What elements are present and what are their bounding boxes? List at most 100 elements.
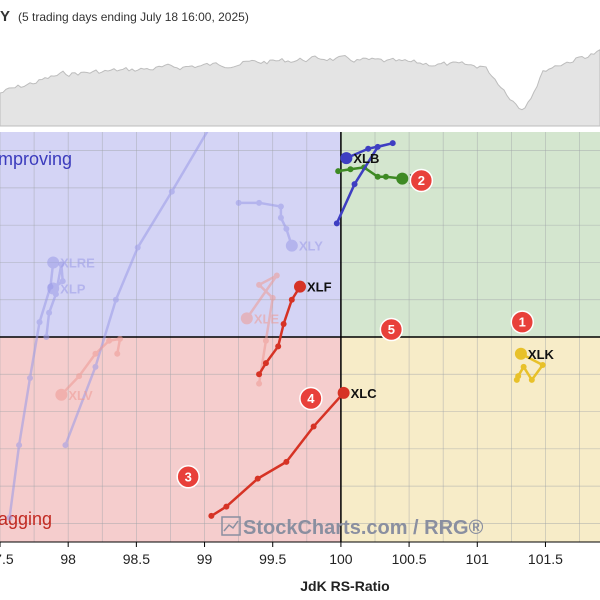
series-tail-point bbox=[168, 188, 175, 195]
series-head-point bbox=[47, 282, 60, 295]
x-tick-label: 101 bbox=[466, 551, 490, 567]
series-tail-point bbox=[114, 350, 121, 357]
quadrant-leading bbox=[340, 132, 600, 337]
series-tail-xlb bbox=[335, 141, 394, 224]
x-tick-label: 98 bbox=[60, 551, 76, 567]
annotation-badge: 5 bbox=[379, 317, 404, 342]
series-tail-point bbox=[76, 373, 83, 380]
series-label: XLC bbox=[351, 386, 378, 401]
x-tick-label: 100.5 bbox=[392, 551, 427, 567]
series-xlf[interactable]: XLF bbox=[256, 280, 332, 378]
series-tail-point bbox=[256, 281, 263, 288]
series-xlu[interactable]: XLU bbox=[62, 132, 244, 449]
series-tail-point bbox=[92, 363, 99, 370]
watermark-logo-icon bbox=[221, 516, 241, 536]
series-xlb[interactable]: XLB bbox=[333, 140, 396, 227]
series-tail-point bbox=[256, 199, 263, 206]
chart-subtitle: (5 trading days ending July 18 16:00, 20… bbox=[18, 10, 249, 24]
series-tail-point bbox=[16, 442, 23, 449]
watermark-text: StockCharts.com / RRG® bbox=[243, 517, 484, 539]
quadrant-backgrounds bbox=[0, 132, 600, 542]
series-head-point bbox=[55, 388, 68, 401]
series-label: XLRE bbox=[60, 255, 95, 270]
series-tail-point bbox=[310, 423, 317, 430]
series-xly[interactable]: XLY bbox=[235, 199, 324, 254]
series-layer: XLUXLREXLPXLYXLEXLVXLKXLIXLBXLFXLC bbox=[6, 132, 555, 521]
series-tail-point bbox=[112, 296, 119, 303]
series-head-point bbox=[337, 386, 350, 399]
x-tick-label: 98.5 bbox=[123, 551, 150, 567]
series-xle[interactable]: XLE bbox=[240, 272, 280, 387]
benchmark-price-area bbox=[0, 49, 600, 127]
series-tail-point bbox=[269, 294, 276, 301]
x-tick-label: 101.5 bbox=[528, 551, 563, 567]
series-tail-xle bbox=[245, 274, 279, 384]
annotation-number: 3 bbox=[185, 469, 192, 484]
series-tail-point bbox=[59, 278, 66, 285]
series-head-point bbox=[340, 152, 353, 165]
series-tail-point bbox=[374, 173, 381, 180]
series-tail-point bbox=[262, 337, 269, 344]
series-tail-point bbox=[254, 475, 261, 482]
series-tail-point bbox=[134, 244, 141, 251]
x-tick-label: 99 bbox=[197, 551, 213, 567]
series-tail-point bbox=[288, 296, 295, 303]
chart-title-fragment: Y bbox=[0, 8, 11, 25]
rrg-chart: mproving agging 97.5 98 98.5 99 99.5 100 100.5… bbox=[0, 132, 600, 594]
annotation-number: 2 bbox=[418, 173, 425, 188]
series-tail-point bbox=[389, 140, 396, 147]
series-tail-point bbox=[262, 360, 269, 367]
series-tail-point bbox=[27, 375, 33, 381]
series-head-point bbox=[285, 239, 298, 252]
series-label: XLF bbox=[307, 280, 332, 295]
annotation-badge: 4 bbox=[299, 386, 323, 411]
series-label: XLY bbox=[299, 239, 323, 254]
series-xlc[interactable]: XLC bbox=[208, 386, 377, 519]
series-tail-point bbox=[335, 168, 342, 175]
series-tail-point bbox=[256, 371, 263, 378]
x-tick-label: 100 bbox=[329, 551, 353, 567]
benchmark-price-minichart bbox=[0, 34, 600, 132]
series-head-point bbox=[294, 280, 306, 293]
series-tail-point bbox=[235, 199, 242, 206]
series-xlv[interactable]: XLV bbox=[55, 335, 123, 403]
series-tail-point bbox=[6, 514, 13, 521]
series-tail-point bbox=[208, 512, 215, 519]
series-tail-point bbox=[351, 181, 358, 188]
series-xlre[interactable]: XLRE bbox=[6, 255, 96, 521]
series-tail-point bbox=[62, 442, 69, 449]
annotation-number: 4 bbox=[307, 391, 315, 406]
stockcharts-watermark: StockCharts.com / RRG® bbox=[221, 516, 484, 539]
quadrant-weakening bbox=[340, 337, 600, 542]
series-tail-point bbox=[43, 334, 50, 340]
series-label: XLU bbox=[218, 132, 244, 133]
series-tail-point bbox=[275, 343, 282, 350]
series-tail-point bbox=[283, 225, 290, 232]
series-tail-point bbox=[283, 458, 290, 465]
series-label: XLP bbox=[60, 282, 86, 297]
series-label: XLK bbox=[528, 347, 555, 362]
series-head-point bbox=[514, 347, 527, 360]
series-xlk[interactable]: XLK bbox=[513, 347, 555, 383]
series-tail-point bbox=[333, 220, 340, 227]
series-tail-point bbox=[515, 373, 522, 380]
annotation-number: 1 bbox=[519, 315, 526, 330]
chart-header: Y (5 trading days ending July 18 16:00, … bbox=[0, 0, 600, 34]
series-tail-point bbox=[528, 376, 535, 383]
quadrant-label-improving: mproving bbox=[0, 149, 72, 169]
annotation-number: 5 bbox=[388, 322, 395, 337]
series-tail-point bbox=[223, 503, 230, 510]
annotation-badge: 1 bbox=[510, 310, 535, 334]
x-tick-label: 99.5 bbox=[259, 551, 286, 567]
annotation-badge: 2 bbox=[409, 168, 434, 193]
series-tail-point bbox=[256, 380, 263, 387]
series-tail-point bbox=[520, 363, 527, 370]
x-axis-title: JdK RS-Ratio bbox=[300, 578, 389, 594]
series-tail-point bbox=[382, 173, 389, 180]
series-tail-point bbox=[36, 319, 43, 326]
series-tail-point bbox=[365, 145, 372, 152]
x-tick-labels: 97.5 98 98.5 99 99.5 100 100.5 101 101.5 bbox=[0, 542, 563, 567]
series-xlp[interactable]: XLP bbox=[43, 261, 86, 340]
series-tail-point bbox=[117, 335, 123, 342]
series-head-point bbox=[240, 312, 253, 325]
